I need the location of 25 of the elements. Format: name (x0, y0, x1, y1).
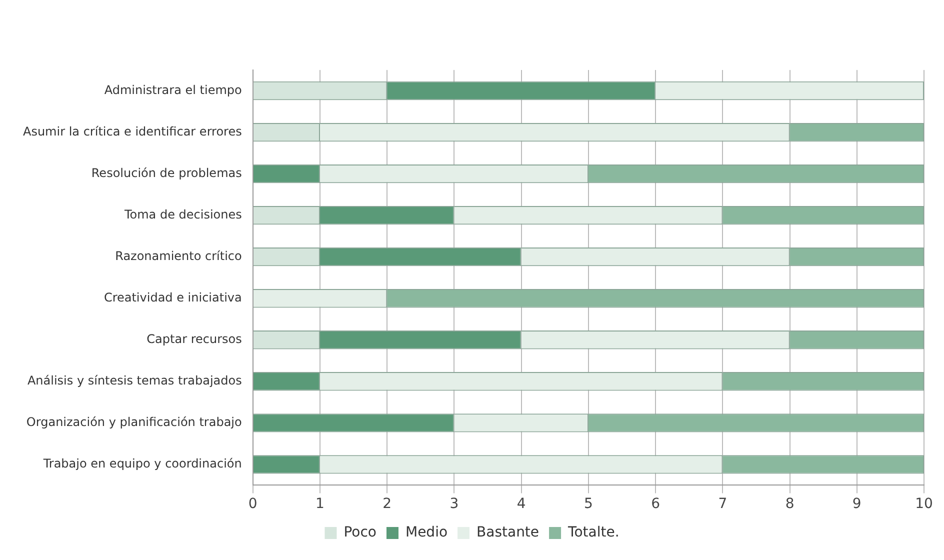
legend-label: Medio (405, 524, 448, 541)
y-tick-label: Análisis y síntesis temas trabajados (27, 374, 242, 388)
x-tick-label: 5 (584, 496, 593, 512)
y-tick-label: Administrara el tiempo (104, 82, 242, 97)
y-tick-label: Resolución de problemas (91, 166, 242, 180)
x-tick-label: 4 (516, 496, 526, 512)
y-tick-label: Organización y planificación trabajo (26, 415, 242, 430)
legend-label: Bastante (476, 524, 540, 541)
y-tick-label: Asumir la crítica e identificar errores (22, 124, 242, 138)
x-tick-label: 6 (651, 496, 660, 512)
x-tick-label: 8 (785, 496, 794, 512)
x-tick-label: 9 (852, 496, 862, 512)
x-tick-label: 7 (718, 496, 728, 512)
legend-label: Totalte. (567, 524, 620, 541)
x-tick-label: 10 (915, 496, 933, 512)
x-tick-label: 0 (248, 496, 258, 512)
x-tick-label: 3 (450, 496, 459, 512)
x-tick-label: 2 (382, 496, 392, 512)
x-tick-label: 1 (316, 496, 324, 512)
legend-label: Poco (344, 524, 376, 541)
y-tick-label: Toma de decisiones (123, 207, 242, 222)
y-tick-label: Captar recursos (146, 332, 242, 346)
y-tick-label: Trabajo en equipo y coordinación (42, 456, 242, 471)
y-tick-label: Creatividad e iniciativa (104, 290, 242, 304)
y-tick-label: Razonamiento crítico (115, 248, 242, 263)
